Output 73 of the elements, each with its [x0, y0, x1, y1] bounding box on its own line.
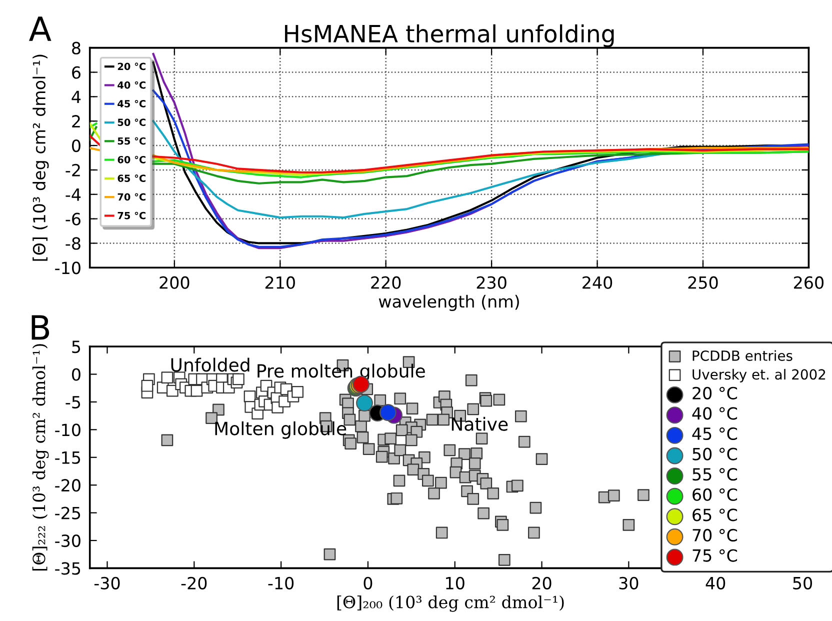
point [141, 380, 154, 392]
x-tick-label: 220 [371, 276, 401, 289]
y-tick-label: -4 [66, 188, 81, 201]
x-tick-label: 30 [619, 576, 638, 590]
x-tick-label: -10 [268, 576, 294, 590]
x-tick-label: 10 [446, 576, 464, 590]
y-axis-title: [Θ]₂₂₂ (10³ deg cm² dmol⁻¹) [32, 344, 49, 571]
x-tick-label: 20 [532, 576, 552, 590]
x-tick-label: 200 [160, 276, 190, 289]
x-tick-label: 250 [688, 276, 718, 289]
y-tick-label: -25 [55, 506, 80, 520]
legend-label: 55 °C [118, 137, 146, 145]
legend-label: 45 °C [692, 427, 738, 440]
point [161, 372, 174, 384]
x-axis-title: wavelength (nm) [378, 294, 519, 312]
annotation: Pre molten globule [258, 364, 425, 382]
point [232, 373, 244, 386]
annotation: Native [452, 416, 508, 431]
y-tick-label: 6 [72, 66, 80, 79]
y-tick-label: -6 [66, 212, 80, 226]
legend-label: 75 °C [118, 212, 146, 220]
y-tick-label: -35 [55, 562, 80, 575]
x-tick-label: 50 [793, 576, 812, 590]
legend-label: 50 °C [692, 448, 738, 460]
y-tick-label: -20 [55, 479, 80, 492]
y-tick-label: -5 [66, 396, 80, 409]
legend-label: 65 °C [692, 508, 738, 522]
point [356, 394, 373, 412]
y-tick-label: -10 [55, 262, 80, 274]
text: A [29, 16, 52, 41]
y-tick-label: 4 [72, 90, 81, 103]
x-tick-label: 0 [364, 576, 372, 590]
x-tick-label: 240 [582, 276, 612, 289]
legend-label: Uversky et. al 2002 [692, 368, 826, 382]
y-tick-label: -30 [55, 534, 80, 548]
y-tick-label: -15 [55, 452, 80, 464]
y-tick-label: 0 [72, 139, 80, 152]
y-tick-label: -8 [66, 237, 80, 250]
point [379, 404, 396, 421]
chart-title: HsMANEA thermal unfolding [285, 24, 614, 48]
x-tick-label: 230 [476, 276, 506, 289]
x-tick-label: 210 [265, 276, 295, 289]
y-tick-label: 2 [72, 115, 80, 128]
annotation: Molten globule [215, 421, 346, 439]
legend-label: 60 °C [118, 156, 146, 164]
legend-label: 20 °C [118, 62, 146, 70]
legend-label: 40 °C [692, 407, 738, 420]
legend-label: 70 °C [118, 193, 146, 201]
legend-label: 20 °C [692, 386, 738, 400]
x-axis-title: [Θ]₂₀₀ (10³ deg cm² dmol⁻¹) [337, 595, 564, 612]
legend-label: 70 °C [692, 528, 738, 542]
point [292, 386, 304, 398]
legend-label: 65 °C [118, 174, 146, 182]
y-tick-label: -2 [66, 164, 80, 176]
x-tick-label: 40 [706, 576, 726, 590]
line-series [152, 90, 809, 248]
legend-label: PCDDB entries [692, 350, 792, 361]
y-axis-title: [Θ] (10³ deg cm² dmol⁻¹) [32, 54, 49, 261]
annotation: Unfolded [171, 358, 250, 372]
legend-label: 45 °C [118, 100, 146, 108]
text: B [32, 315, 50, 340]
legend-label: 40 °C [118, 81, 146, 89]
y-tick-label: 8 [72, 42, 80, 54]
y-tick-label: 5 [72, 340, 80, 354]
y-tick-label: -10 [55, 424, 80, 436]
y-tick-label: 0 [72, 368, 80, 381]
x-tick-label: 260 [794, 276, 824, 289]
x-tick-label: -20 [181, 576, 207, 590]
legend-label: 55 °C [692, 468, 738, 481]
legend-label: 50 °C [118, 118, 146, 126]
legend-label: 60 °C [692, 488, 738, 501]
legend-label: 75 °C [692, 549, 738, 562]
x-tick-label: -30 [94, 576, 120, 590]
